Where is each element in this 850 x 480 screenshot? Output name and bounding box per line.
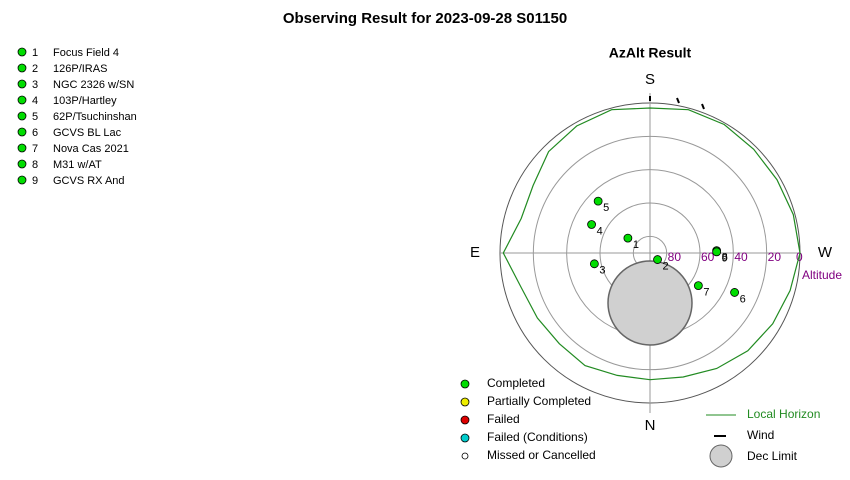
compass-label: W bbox=[818, 244, 833, 261]
horizon-line bbox=[502, 107, 801, 381]
target-point-label: 5 bbox=[603, 202, 609, 214]
target-list-id: 2 bbox=[32, 63, 38, 75]
target-list-name: M31 w/AT bbox=[53, 159, 102, 171]
compass-label: S bbox=[645, 71, 655, 88]
r-tick-label: 60 bbox=[701, 250, 715, 264]
target-list-marker bbox=[17, 79, 27, 89]
target-list-id: 7 bbox=[32, 143, 38, 155]
target-point bbox=[730, 288, 739, 297]
target-point bbox=[623, 233, 633, 243]
target-list-marker bbox=[17, 95, 27, 105]
target-point bbox=[653, 255, 662, 264]
target-list-id: 1 bbox=[32, 47, 38, 59]
target-list-name: 126P/IRAS bbox=[53, 63, 107, 75]
target-list-name: GCVS BL Lac bbox=[53, 127, 122, 139]
target-list-marker bbox=[17, 159, 27, 169]
target-list-name: NGC 2326 w/SN bbox=[53, 79, 134, 91]
target-point-label: 3 bbox=[599, 265, 605, 277]
status-legend-marker bbox=[460, 433, 470, 443]
target-point-label: 6 bbox=[740, 293, 746, 305]
dec-limit-legend-label: Dec Limit bbox=[747, 449, 798, 463]
chart-title: Observing Result for 2023-09-28 S01150 bbox=[283, 10, 567, 27]
target-list-id: 4 bbox=[32, 95, 38, 107]
target-list-name: 62P/Tsuchinshan bbox=[53, 111, 137, 123]
compass-label: E bbox=[470, 244, 480, 261]
target-list-marker bbox=[17, 47, 27, 57]
target-point-label: 7 bbox=[703, 287, 709, 299]
status-legend-label: Missed or Cancelled bbox=[487, 448, 596, 462]
target-point-label: 4 bbox=[597, 225, 603, 237]
target-list-id: 6 bbox=[32, 127, 38, 139]
wind-legend-label: Wind bbox=[747, 428, 774, 442]
compass-label: N bbox=[645, 417, 656, 434]
status-legend-label: Partially Completed bbox=[487, 394, 591, 408]
target-point-label: 8 bbox=[722, 252, 728, 264]
target-list-marker bbox=[17, 63, 27, 73]
r-tick-label: 40 bbox=[734, 250, 748, 264]
target-list-name: 103P/Hartley bbox=[53, 95, 117, 107]
status-legend-label: Failed (Conditions) bbox=[487, 430, 588, 444]
target-point bbox=[593, 196, 603, 206]
target-list-id: 9 bbox=[32, 175, 38, 187]
target-list-marker bbox=[17, 127, 27, 137]
target-list-name: GCVS RX And bbox=[53, 175, 125, 187]
r-axis-label: Altitude bbox=[802, 268, 842, 282]
target-point bbox=[693, 281, 703, 291]
target-list-id: 5 bbox=[32, 111, 38, 123]
target-list-id: 3 bbox=[32, 79, 38, 91]
status-legend-marker bbox=[460, 415, 470, 425]
r-tick-label: 80 bbox=[668, 250, 682, 264]
target-point-label: 9 bbox=[722, 253, 728, 265]
horizon-legend-label: Local Horizon bbox=[747, 407, 820, 421]
target-point bbox=[589, 259, 599, 269]
dec-limit-legend-mark bbox=[709, 444, 733, 468]
target-point bbox=[712, 247, 722, 257]
target-list-marker bbox=[17, 175, 27, 185]
status-legend-label: Failed bbox=[487, 412, 520, 426]
target-list-name: Focus Field 4 bbox=[53, 47, 119, 59]
target-list-id: 8 bbox=[32, 159, 38, 171]
dec-limit-area bbox=[607, 260, 693, 346]
target-list-marker bbox=[17, 111, 27, 121]
status-legend-marker bbox=[460, 397, 470, 407]
status-legend-marker bbox=[461, 452, 469, 460]
target-point bbox=[587, 220, 596, 229]
target-point-label: 1 bbox=[633, 239, 639, 251]
status-legend-label: Completed bbox=[487, 376, 545, 390]
wind-marks bbox=[649, 96, 705, 110]
chart-subtitle: AzAlt Result bbox=[609, 45, 692, 61]
r-tick-label: 20 bbox=[768, 250, 782, 264]
target-point-label: 2 bbox=[663, 260, 669, 272]
status-legend-marker bbox=[460, 379, 470, 389]
target-list-marker bbox=[17, 143, 27, 153]
target-list-name: Nova Cas 2021 bbox=[53, 143, 129, 155]
